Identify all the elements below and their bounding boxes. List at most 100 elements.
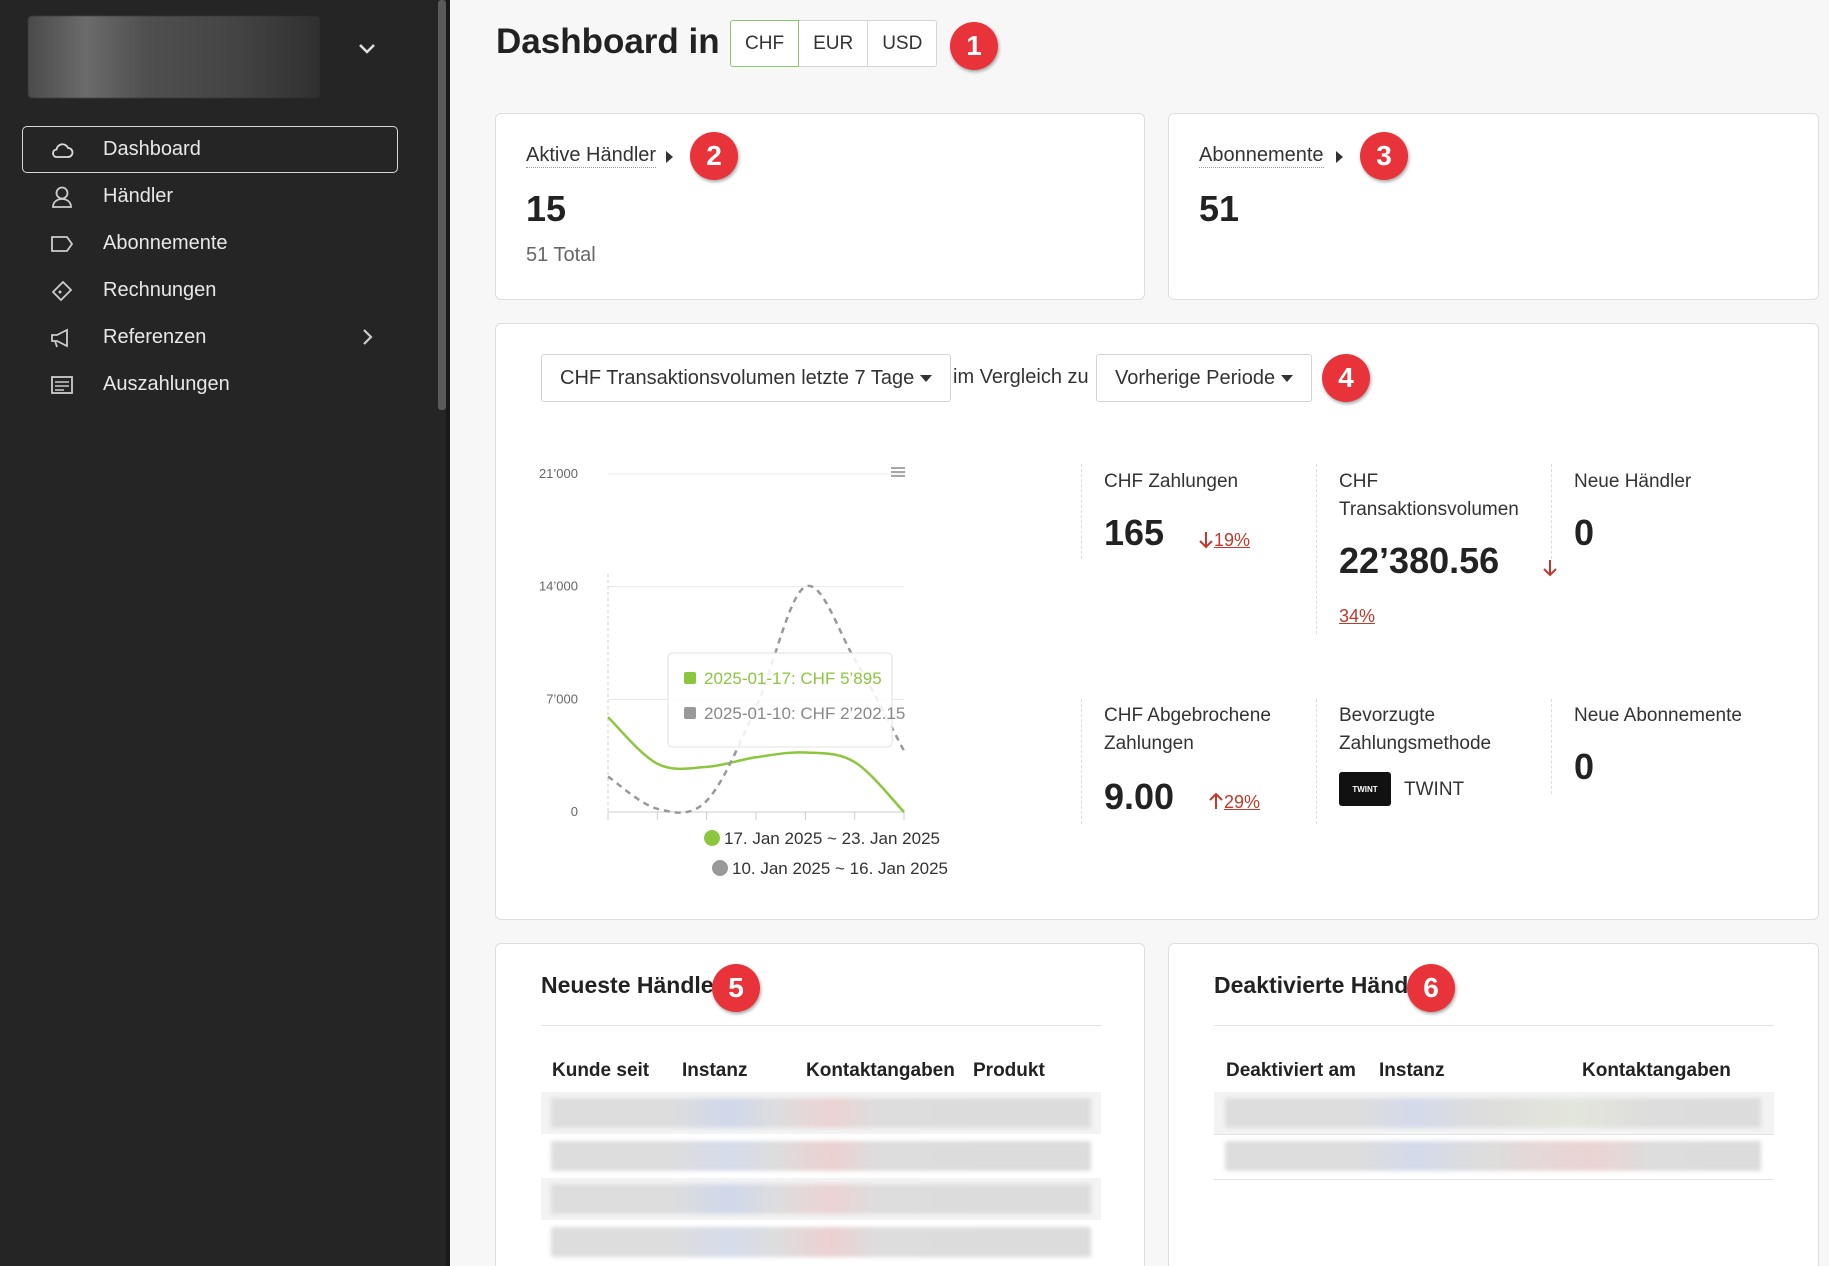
megaphone-icon [49,325,75,351]
organization-switcher[interactable] [28,16,320,98]
sidebar-item-label: Dashboard [103,138,201,160]
compare-dropdown-label: Vorherige Periode [1115,366,1276,389]
annotation-badge: 3 [1360,132,1408,180]
stat-new-subscriptions-label: Neue Abonnemente [1574,705,1742,726]
sidebar-item-abonnemente[interactable]: Abonnemente [22,220,398,267]
chevron-right-icon [363,329,373,345]
caret-right-icon [1336,151,1343,163]
y-tick-label: 14’000 [539,579,578,594]
divider [1214,1179,1774,1180]
stat-new-subscriptions-value: 0 [1574,746,1595,787]
y-tick-label: 0 [571,804,578,819]
stat-divider [1081,699,1082,824]
legend-marker [704,830,720,846]
divider [1214,1134,1774,1135]
sidebar-item-label: Rechnungen [103,279,217,301]
compare-period-dropdown[interactable]: Vorherige Periode [1096,354,1313,402]
caret-down-icon [920,374,933,382]
newest-merchants-card: Neueste Händler 5 Kunde seit Instanz Kon… [495,943,1145,1266]
stat-volume-label: CHF Transaktionsvolumen [1339,471,1519,520]
currency-eur-button[interactable]: EUR [799,20,869,67]
sidebar-scrollbar[interactable] [438,0,446,410]
stat-preferred-method-label: Bevorzugte Zahlungsmethode [1339,705,1492,754]
stat-divider [1081,464,1082,559]
stat-volume-delta: 34% [1339,606,1376,626]
sidebar-edge [446,0,450,1266]
active-merchants-card: Aktive Händler 2 15 51 Total [495,113,1145,300]
redacted-row-content [1225,1141,1761,1171]
redacted-row-content [551,1227,1091,1257]
stat-divider [1551,699,1552,794]
compare-label: im Vergleich zu [953,366,1089,388]
arrow-down-icon [1199,532,1213,549]
metric-dropdown[interactable]: CHF Transaktionsvolumen letzte 7 Tage [541,354,952,402]
sidebar-item-label: Referenzen [103,326,207,348]
deactivated-merchants-card: Deaktivierte Händler 6 Deaktiviert am In… [1168,943,1819,1266]
twint-logo: TWINT [1339,772,1391,806]
annotation-badge: 2 [690,132,738,180]
legend-label: 17. Jan 2025 ~ 23. Jan 2025 [724,829,940,848]
user-icon [49,184,75,210]
annotation-badge: 1 [950,22,998,70]
column-header[interactable]: Kunde seit [552,1060,650,1081]
page-title: Dashboard in [496,22,720,61]
annotation-badge: 5 [712,964,760,1012]
column-header[interactable]: Kontaktangaben [1582,1060,1731,1081]
metric-dropdown-label: CHF Transaktionsvolumen letzte 7 Tage [560,366,915,389]
sidebar-item-rechnungen[interactable]: Rechnungen [22,267,398,314]
sidebar-item-dashboard[interactable]: Dashboard [22,126,398,173]
arrow-down-icon [1543,560,1557,577]
main-content: Dashboard in CHF EUR USD 1 Aktive Händle… [450,0,1829,1266]
column-header[interactable]: Produkt [973,1060,1045,1081]
arrow-up-icon [1209,792,1223,809]
tooltip-text: 2025-01-17: CHF 5’895 [704,669,882,688]
transaction-volume-card: CHF Transaktionsvolumen letzte 7 Tage im… [495,323,1819,920]
stat-divider [1316,699,1317,824]
subscriptions-link[interactable]: Abonnemente [1199,144,1324,168]
redacted-row-content [551,1141,1091,1171]
annotation-badge: 4 [1322,354,1370,402]
column-header[interactable]: Kontaktangaben [806,1060,955,1081]
y-tick-label: 21’000 [539,466,578,481]
ticket-icon [49,278,75,304]
currency-chf-button[interactable]: CHF [730,20,800,67]
chevron-down-icon[interactable] [356,38,378,60]
currency-usd-button[interactable]: USD [868,20,938,67]
caret-right-icon [666,151,673,163]
newest-merchants-title: Neueste Händler [541,972,723,998]
volume-line-chart: 21’000 14’000 7’000 0 2025-01-17: CHF 5’895 2… [539,466,948,878]
legend-marker [712,860,728,876]
divider [1214,1025,1774,1026]
stat-divider [1316,464,1317,634]
sidebar-item-referenzen[interactable]: Referenzen [22,314,398,361]
deactivated-merchants-title: Deaktivierte Händler [1214,972,1437,998]
stat-payments-label: CHF Zahlungen [1104,471,1239,492]
sidebar-item-auszahlungen[interactable]: Auszahlungen [22,361,398,408]
stat-aborted-value: 9.00 [1104,776,1175,817]
legend-label: 10. Jan 2025 ~ 16. Jan 2025 [732,859,948,878]
sidebar: Dashboard Händler Abonnemente Rechnungen… [0,0,450,1266]
tooltip-text: 2025-01-10: CHF 2’202.15 [704,704,905,723]
divider [541,1025,1101,1026]
column-header[interactable]: Deaktiviert am [1226,1060,1356,1081]
subscriptions-count: 51 [1199,188,1240,229]
sidebar-item-haendler[interactable]: Händler [22,173,398,220]
sidebar-nav: Dashboard Händler Abonnemente Rechnungen… [22,126,398,408]
redacted-row-content [551,1098,1091,1128]
column-header[interactable]: Instanz [682,1060,748,1081]
currency-switcher: CHF EUR USD [730,20,938,67]
stat-payments-value: 165 [1104,512,1165,553]
stat-payments-delta: 19% [1214,530,1251,550]
tag-icon [49,231,75,257]
sidebar-item-label: Abonnemente [103,232,228,254]
caret-down-icon [1281,374,1294,382]
newspaper-icon [49,372,75,398]
stat-new-merchants-label: Neue Händler [1574,471,1692,492]
tooltip-swatch [684,707,696,719]
stat-preferred-method-value: TWINT [1404,779,1465,800]
stat-volume-value: 22’380.56 [1339,540,1500,581]
column-header[interactable]: Instanz [1379,1060,1445,1081]
sidebar-item-label: Auszahlungen [103,373,230,395]
active-merchants-link[interactable]: Aktive Händler [526,144,657,168]
stat-divider [1551,464,1552,559]
